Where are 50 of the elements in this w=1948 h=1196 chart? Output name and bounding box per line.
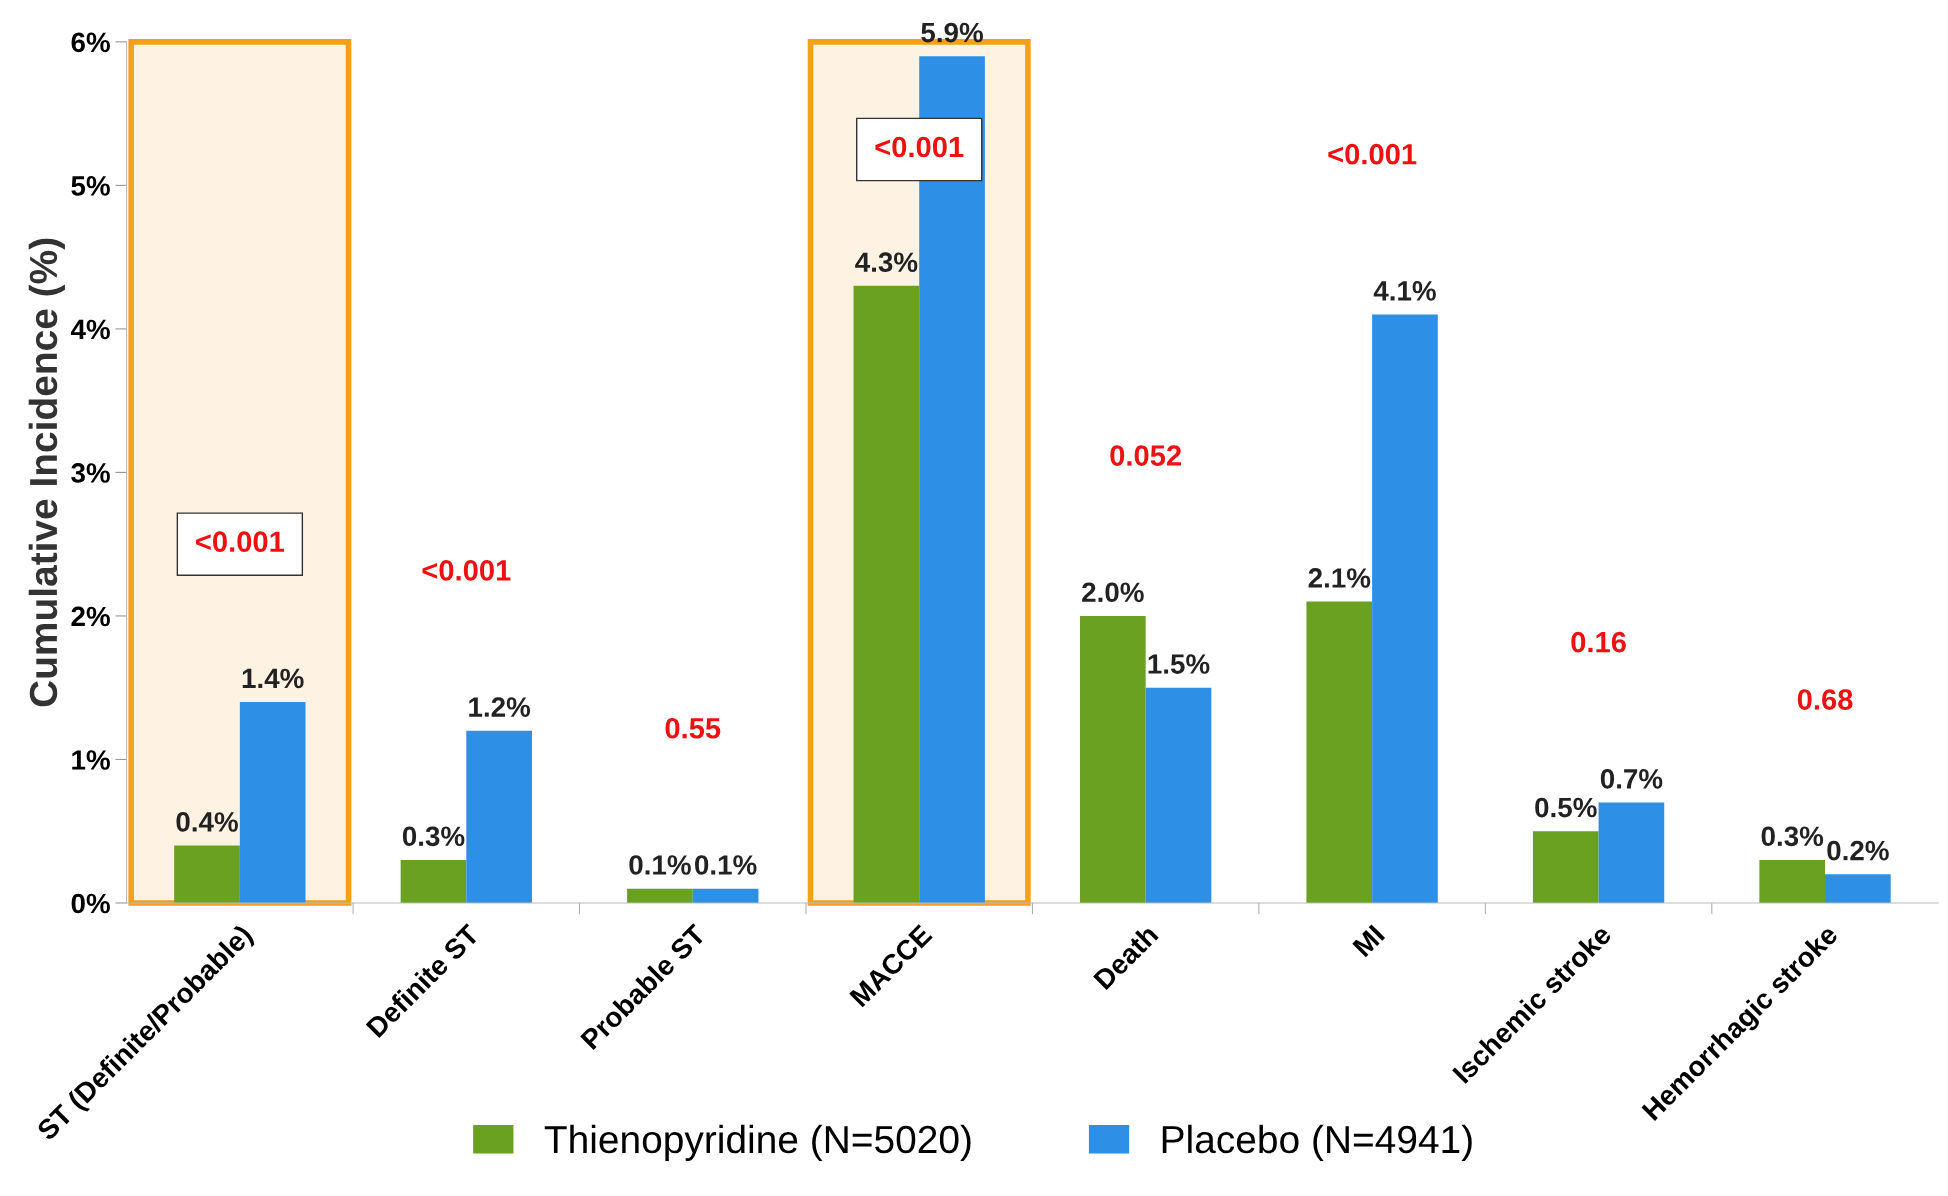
y-tick-label: 4% [70,319,110,340]
bar [174,845,240,903]
bar [1306,601,1373,903]
bar [1759,859,1826,903]
legend-label: Thienopyridine (N=5020) [544,1124,971,1161]
annotation: 0.68 [1797,689,1853,710]
bar [239,702,306,903]
bar [1532,831,1599,903]
y-tick-label: 6% [71,32,110,53]
annotation: <0.001 [875,136,964,158]
x-tick-label: MI [1352,924,1386,958]
bar [1372,314,1438,903]
data-label: 0.4% [176,812,238,832]
bar [466,730,532,903]
y-axis-title: Cumulative Incidence (%) [28,238,65,707]
data-label: 0.3% [1761,826,1824,847]
data-label: 4.1% [1373,281,1436,301]
bar [1145,687,1212,903]
y-tick-label: 2% [71,606,110,627]
data-label: 5.9% [921,22,983,43]
data-label: 0.1% [695,855,757,875]
bar [400,859,467,903]
data-label: 0.5% [1535,797,1597,818]
y-tick-label: 5% [71,176,110,196]
annotation: 0.16 [1571,631,1626,653]
bar [1825,874,1891,903]
data-label: 0.2% [1827,840,1889,861]
bar [1598,802,1665,903]
bar [853,285,920,903]
data-label: 0.1% [629,855,691,875]
bar [692,888,759,903]
bar [1080,615,1146,903]
annotation: <0.001 [422,560,511,581]
y-tick-label: 3% [71,463,110,483]
annotation: 0.55 [665,717,721,739]
y-tick-label: 1% [72,750,110,770]
bar [627,888,693,903]
data-label: 2.1% [1308,568,1371,588]
data-label: 0.7% [1600,769,1663,789]
annotation: <0.001 [1328,143,1417,165]
data-label: 2.0% [1082,582,1144,603]
legend-label: Placebo (N=4941) [1162,1124,1472,1161]
annotation: <0.001 [196,531,285,553]
y-tick-label: 0% [71,893,110,914]
data-label: 0.3% [402,826,465,847]
data-label: 1.4% [242,668,304,689]
data-label: 1.5% [1148,654,1210,674]
data-label: 1.2% [469,697,531,717]
annotation: 0.052 [1110,445,1181,466]
data-label: 4.3% [855,252,918,273]
